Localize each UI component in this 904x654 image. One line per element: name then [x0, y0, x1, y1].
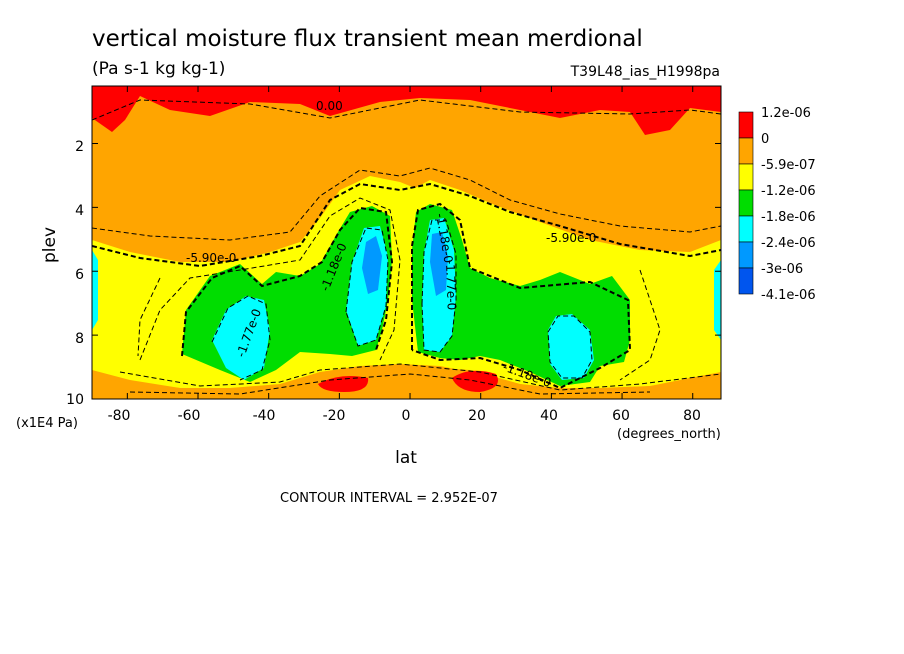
x-tick-label: 20	[468, 408, 486, 424]
legend-swatch	[738, 137, 754, 165]
x-tick-label: 60	[612, 408, 630, 424]
contour-label: -1.77e-0	[443, 260, 459, 311]
x-tick-label: 80	[683, 408, 701, 424]
y-tick-label: 8	[75, 331, 84, 347]
y-tick-label: 2	[75, 139, 84, 155]
x-tick-labels: -80 -60 -40 -20 0 20 40 60 80	[108, 408, 701, 424]
legend-swatch	[738, 189, 754, 217]
region-orange-bottom	[92, 364, 721, 399]
x-ticks	[126, 86, 694, 399]
legend-label: 1.2e-06	[761, 106, 811, 121]
contour-label: -5.90e-0	[186, 251, 236, 265]
contour-interval-note: CONTOUR INTERVAL = 2.952E-07	[280, 491, 498, 506]
chart-units: (Pa s-1 kg kg-1)	[92, 59, 225, 79]
legend-label: -1.2e-06	[761, 184, 816, 199]
y-tick-label: 6	[75, 267, 84, 283]
x-tick-label: 0	[402, 408, 411, 424]
legend-label: -1.8e-06	[761, 210, 816, 225]
legend-swatch	[738, 215, 754, 243]
x-tick-label: -80	[108, 408, 131, 424]
region-cyan-4	[548, 314, 594, 380]
region-cyan-left-edge	[92, 250, 98, 330]
x-tick-label: 40	[540, 408, 558, 424]
x-tick-label: -20	[323, 408, 346, 424]
legend-label: -4.1e-06	[761, 288, 816, 303]
contour-label: 0.00	[316, 99, 343, 113]
region-red-top	[92, 86, 721, 135]
legend-label: -5.9e-07	[761, 158, 816, 173]
y-tick-label: 4	[75, 203, 84, 219]
x-axis-units: (degrees_north)	[617, 427, 721, 442]
region-blue-2	[430, 232, 448, 296]
contour-field	[92, 86, 721, 399]
y-ticks	[92, 142, 721, 400]
y-axis-label: plev	[40, 227, 60, 263]
dataset-label: T39L48_ias_H1998pa	[570, 64, 720, 80]
region-cyan-1	[212, 296, 270, 380]
contour-label: -5.90e-0	[546, 231, 596, 245]
region-blue-1	[362, 236, 382, 294]
legend-swatch	[738, 267, 754, 295]
legend: 1.2e-06 0 -5.9e-07 -1.2e-06 -1.8e-06 -2.4e-06…	[738, 106, 816, 303]
contour-lines	[92, 99, 721, 395]
y-tick-label: 10	[66, 392, 84, 408]
legend-swatch	[738, 163, 754, 191]
legend-label: -3e-06	[761, 262, 803, 277]
legend-swatch	[738, 241, 754, 269]
x-axis-label: lat	[395, 448, 417, 468]
legend-label: 0	[761, 132, 769, 147]
x-tick-label: -60	[178, 408, 201, 424]
legend-label: -2.4e-06	[761, 236, 816, 251]
chart-title: vertical moisture flux transient mean me…	[92, 26, 643, 52]
region-cyan-right-edge	[714, 260, 721, 340]
y-tick-labels: 2 4 6 8 10	[66, 139, 84, 408]
y-axis-units: (x1E4 Pa)	[16, 416, 78, 431]
x-tick-label: -40	[253, 408, 276, 424]
plot-frame	[91, 85, 722, 400]
legend-swatch	[738, 111, 754, 139]
